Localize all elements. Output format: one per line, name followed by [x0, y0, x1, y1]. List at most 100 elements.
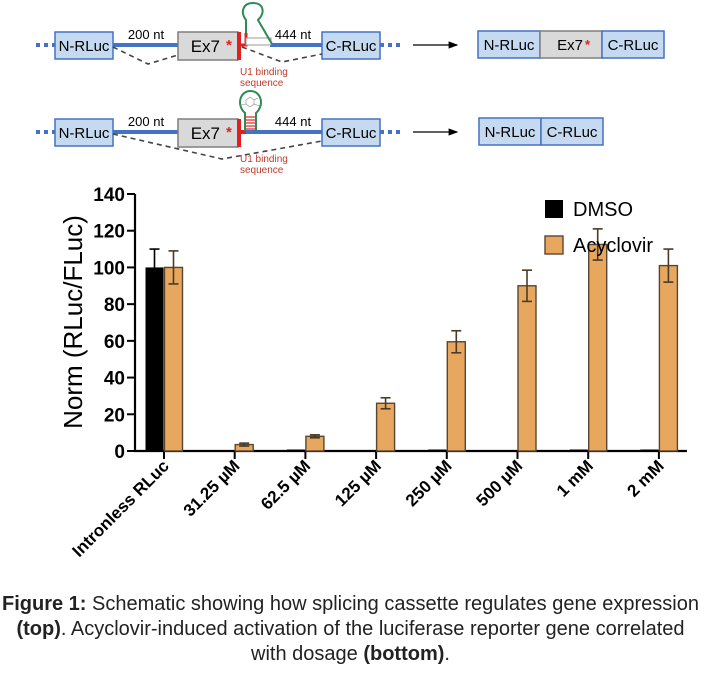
splice-junction-skip [112, 133, 323, 160]
x-tick-label: 62.5 µM [257, 456, 314, 513]
product-n-rluc-label: N-RLuc [485, 124, 536, 141]
product-n-rluc-label: N-RLuc [484, 37, 535, 54]
u1-binding-label-line1: U1 binding [240, 154, 288, 165]
legend: DMSO Acyclovir [544, 199, 653, 257]
y-tick-label: 20 [104, 405, 125, 426]
ex7-block [177, 118, 239, 148]
x-axis: Intronless RLuc 31.25 µM 62.5 µM 125 µM 250 … [69, 449, 687, 561]
figure-caption: Figure 1: Schematic showing how splicing… [0, 592, 701, 667]
c-rluc-label: C-RLuc [326, 38, 377, 55]
bar-chart: 0 20 40 60 80 100 120 140 Intronless RLuc 31.25 … [58, 185, 687, 561]
intron-1-length: 200 nt [128, 114, 165, 129]
schematic-row-unspliced-exon-included: N-RLuc Ex7 * 200 nt 444 nt C-RLuc U1 bin… [36, 1, 665, 89]
bar-acyclovir-4 [446, 341, 466, 452]
error-bar-acyclovir-3 [380, 396, 391, 410]
c-rluc-label: C-RLuc [326, 125, 377, 142]
caption-text-1: Schematic showing how splicing cassette … [86, 593, 699, 615]
bars [145, 243, 679, 452]
c-rluc-block [321, 31, 381, 60]
caption-label: Figure 1: [1, 593, 87, 615]
error-bar-acyclovir-0 [168, 250, 179, 285]
open-stem-linear [245, 37, 272, 46]
c-rluc-block [321, 118, 381, 147]
y-tick-label: 140 [93, 185, 125, 206]
ex7-label: Ex7 [191, 37, 220, 56]
schematic-row-exon-skipped: N-RLuc Ex7 * 200 nt 444 nt C-RLuc U1 bin… [36, 89, 604, 176]
y-tick-label: 100 [93, 258, 125, 279]
y-tick-label: 0 [114, 442, 125, 463]
product-c-rluc-label: C-RLuc [608, 37, 659, 54]
product-exon-marker: * [585, 37, 591, 52]
x-tick-label: Intronless RLuc [69, 456, 173, 560]
x-tick-label: 31.25 µM [180, 456, 244, 520]
caption-text-2: . Acyclovir-induced activation of the lu… [60, 618, 685, 665]
x-tick-label: 125 µM [331, 456, 385, 510]
product-c-rluc-label: C-RLuc [547, 124, 598, 141]
bar-acyclovir-7 [658, 264, 679, 452]
error-bar-acyclovir-7 [663, 248, 674, 283]
bar-dmso-5 [499, 450, 517, 451]
hairpin-stem-closed [245, 116, 256, 130]
error-bar-dmso-0 [149, 248, 160, 287]
u1-site-bar [237, 32, 241, 60]
exon-marker-asterisk: * [226, 124, 232, 141]
bar-dmso-1 [216, 450, 235, 451]
y-axis-label: Norm (RLuc/FLuc) [58, 215, 88, 429]
product-c-rluc-block [601, 30, 665, 59]
hairpin-loop-open [241, 1, 273, 45]
ex7-block [177, 31, 239, 61]
intron-2-length: 444 nt [275, 114, 312, 129]
y-tick-label: 40 [104, 369, 125, 390]
error-bars [149, 228, 674, 447]
u1-site-bar [237, 119, 241, 147]
u1-binding-label-line2: sequence [240, 165, 284, 176]
bar-dmso-3 [357, 450, 376, 451]
n-rluc-label: N-RLuc [59, 125, 110, 142]
error-bar-acyclovir-4 [451, 329, 462, 354]
intron-1-length: 200 nt [128, 27, 165, 42]
splice-junction-2 [241, 46, 323, 63]
u1-binding-label-line1: U1 binding [240, 67, 288, 78]
caption-bold-bottom: (bottom) [363, 643, 445, 665]
splicing-schematic: N-RLuc Ex7 * 200 nt 444 nt C-RLuc U1 bin… [36, 1, 665, 176]
error-bar-acyclovir-1 [239, 442, 250, 447]
n-rluc-block [54, 31, 114, 60]
acyclovir-ligand-icon [239, 96, 261, 108]
caption-text-3: . [444, 643, 450, 665]
n-rluc-block [54, 118, 114, 147]
spliced-product-exon-included: N-RLuc Ex7 * C-RLuc [477, 30, 665, 59]
y-axis: 0 20 40 60 80 100 120 140 [93, 185, 137, 463]
y-tick-label: 60 [104, 332, 125, 353]
bar-dmso-0 [145, 267, 164, 451]
product-c-rluc-block [540, 117, 604, 146]
legend-label-acyclovir: Acyclovir [573, 235, 653, 257]
error-bar-acyclovir-5 [522, 269, 532, 303]
splice-junction-1 [112, 46, 179, 65]
n-rluc-label: N-RLuc [59, 38, 110, 55]
y-tick-label: 120 [93, 222, 125, 243]
product-ex7-block [539, 30, 603, 59]
intron-2-length: 444 nt [275, 27, 312, 42]
u1-site-notch [241, 130, 246, 134]
legend-label-dmso: DMSO [573, 199, 633, 221]
product-n-rluc-block [477, 30, 541, 59]
legend-swatch-dmso [545, 200, 563, 218]
spliced-product-exon-skipped: N-RLuc C-RLuc [478, 117, 604, 146]
error-bar-acyclovir-6 [592, 228, 603, 261]
caption-bold-top: (top) [16, 618, 61, 640]
x-tick-label: 2 mM [624, 456, 668, 500]
bar-acyclovir-3 [375, 402, 396, 452]
product-ex7-label: Ex7 [557, 37, 583, 54]
x-tick-label: 250 µM [402, 456, 456, 510]
x-tick-label: 1 mM [553, 456, 597, 500]
error-bar-acyclovir-2 [309, 434, 320, 439]
ex7-label: Ex7 [191, 124, 220, 143]
u1-binding-label-line2: sequence [240, 78, 284, 89]
exon-marker-asterisk: * [226, 37, 232, 54]
legend-swatch-acyclovir [544, 235, 564, 255]
bar-acyclovir-6 [588, 243, 608, 452]
hairpin-loop-bound [239, 89, 262, 131]
x-tick-label: 500 µM [473, 456, 527, 510]
bar-acyclovir-5 [517, 285, 537, 452]
bar-acyclovir-0 [163, 266, 184, 452]
